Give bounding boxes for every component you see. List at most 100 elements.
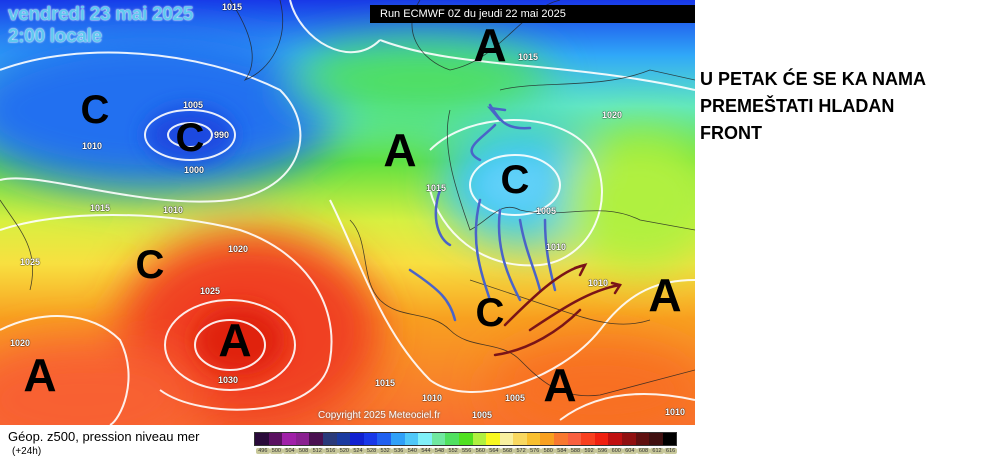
color-scale-swatch — [418, 433, 432, 445]
color-scale-swatch — [499, 433, 514, 445]
pressure-label: 1015 — [518, 52, 539, 62]
color-scale-swatch — [622, 433, 636, 445]
low-pressure-marker: C — [500, 158, 530, 202]
color-scale-swatch — [445, 433, 459, 445]
map-background — [0, 0, 695, 425]
color-scale-swatch — [567, 433, 582, 445]
caption-line: PREMEŠTATI HLADAN — [700, 96, 895, 116]
color-scale-swatch — [336, 433, 351, 445]
pressure-label: 1025 — [200, 286, 221, 296]
pressure-label: 1010 — [665, 407, 686, 417]
color-scale-swatch — [309, 433, 323, 445]
pressure-label: 1015 — [90, 203, 111, 213]
low-pressure-marker: C — [80, 88, 110, 132]
color-scale-value: 588 — [568, 448, 583, 454]
color-scale-swatch — [282, 433, 296, 445]
color-scale-value: 536 — [391, 448, 406, 454]
pressure-label: 1015 — [222, 2, 243, 12]
color-scale-swatch — [649, 433, 663, 445]
color-scale-swatch — [255, 433, 269, 445]
color-scale-value: 520 — [337, 448, 352, 454]
run-info-banner: Run ECMWF 0Z du jeudi 22 mai 2025 — [370, 5, 695, 23]
color-scale-swatch — [322, 433, 337, 445]
color-scale-value: 568 — [500, 448, 515, 454]
color-scale-value: 508 — [296, 448, 311, 454]
color-scale-value: 524 — [351, 448, 365, 454]
color-scale-value: 544 — [419, 448, 433, 454]
pressure-label: 1010 — [588, 278, 609, 288]
color-scale-value: 556 — [459, 448, 474, 454]
color-scale-value: 532 — [378, 448, 392, 454]
color-scale-value: 540 — [405, 448, 420, 454]
color-scale-swatch — [486, 433, 500, 445]
pressure-label: 1010 — [546, 242, 567, 252]
color-scale-value: 516 — [323, 448, 338, 454]
color-scale-value: 596 — [595, 448, 610, 454]
pressure-label: 1020 — [228, 244, 249, 254]
color-scale-swatch — [377, 433, 391, 445]
color-scale-value: 604 — [623, 448, 637, 454]
high-pressure-marker: A — [23, 349, 57, 401]
legend-subtitle: (+24h) — [12, 446, 42, 457]
forecast-date: vendredi 23 mai 2025 2:00 locale — [8, 4, 193, 48]
color-scale-swatch — [350, 433, 364, 445]
cold-air-arrows — [408, 103, 557, 322]
color-scale-value: 580 — [541, 448, 556, 454]
caption-text: U PETAK ĆE SE KA NAMA PREMEŠTATI HLADAN … — [700, 66, 926, 147]
pressure-label: 1010 — [163, 205, 184, 215]
caption-line: U PETAK ĆE SE KA NAMA — [700, 69, 927, 89]
pressure-label: 1010 — [82, 141, 103, 151]
color-scale-value: 564 — [487, 448, 501, 454]
color-scale-swatch — [458, 433, 473, 445]
color-scale-swatch — [295, 433, 310, 445]
pressure-label: 1005 — [536, 206, 557, 216]
color-scale-swatch — [513, 433, 527, 445]
color-scale-swatch — [363, 433, 378, 445]
pressure-label: 1015 — [426, 183, 447, 193]
color-scale-swatch — [526, 433, 541, 445]
pressure-label: 990 — [214, 130, 230, 140]
color-scale-value: 592 — [582, 448, 596, 454]
color-scale-labels: 496 500 504 508 512 516 520 524 528 532 536 540 544 5… — [256, 448, 678, 454]
color-scale-swatch — [472, 433, 487, 445]
high-pressure-marker: A — [218, 314, 252, 366]
color-scale-value: 500 — [269, 448, 284, 454]
high-pressure-marker: A — [383, 124, 417, 176]
color-scale-value: 600 — [609, 448, 624, 454]
high-pressure-marker: A — [543, 359, 577, 411]
isobars — [0, 0, 695, 425]
forecast-time-line: 2:00 locale — [8, 26, 102, 47]
color-scale-value: 548 — [432, 448, 447, 454]
color-scale-value: 512 — [310, 448, 324, 454]
color-scale-value: 496 — [256, 448, 270, 454]
color-scale-swatch — [554, 433, 568, 445]
color-scale-swatch — [635, 433, 650, 445]
color-scale-swatch — [608, 433, 623, 445]
pressure-label: 1005 — [472, 410, 493, 420]
color-scale-value: 504 — [283, 448, 297, 454]
low-pressure-marker: C — [175, 116, 205, 160]
pressure-label: 1020 — [10, 338, 31, 348]
legend-title: Géop. z500, pression niveau mer — [8, 429, 200, 444]
color-scale-value: 572 — [514, 448, 528, 454]
pressure-label: 1010 — [422, 393, 443, 403]
color-scale-swatch — [662, 433, 677, 445]
pressure-label: 1015 — [375, 378, 396, 388]
copyright: Copyright 2025 Meteociel.fr — [318, 410, 441, 421]
color-scale-value: 608 — [636, 448, 651, 454]
weather-map: vendredi 23 mai 2025 2:00 locale Run ECM… — [0, 0, 695, 425]
caption-line: FRONT — [700, 123, 762, 143]
color-scale-value: 584 — [555, 448, 569, 454]
color-scale-value: 552 — [446, 448, 460, 454]
pressure-label: 1000 — [184, 165, 205, 175]
pressure-label: 1005 — [183, 100, 204, 110]
high-pressure-marker: A — [473, 19, 507, 71]
low-pressure-marker: C — [475, 291, 505, 335]
pressure-label: 1020 — [602, 110, 623, 120]
color-scale-swatch — [431, 433, 446, 445]
color-scale-value: 612 — [650, 448, 664, 454]
pressure-label: 1030 — [218, 375, 239, 385]
low-pressure-marker: C — [135, 243, 165, 287]
cold-front-arrows — [493, 262, 622, 357]
color-scale — [254, 432, 678, 446]
